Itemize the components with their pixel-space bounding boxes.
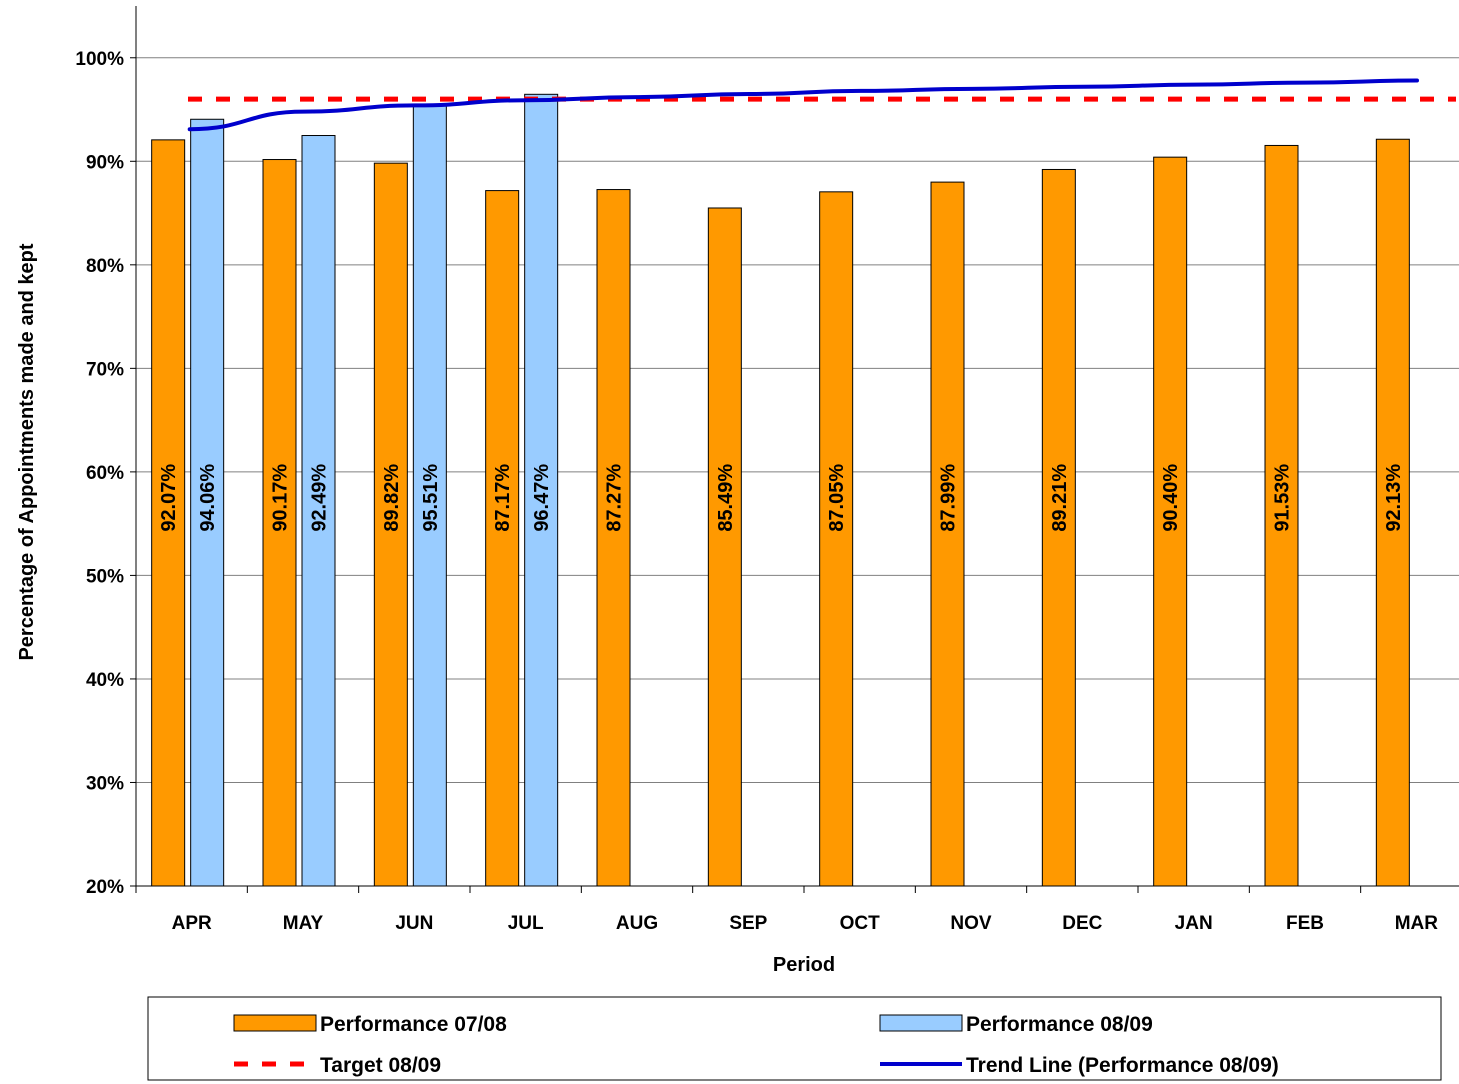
bar: [373, 162, 408, 887]
y-tick-label: 90%: [86, 152, 124, 173]
legend-label: Performance 07/08: [320, 1013, 507, 1036]
y-tick-label: 80%: [86, 256, 124, 277]
legend-swatch: [233, 1014, 317, 1032]
y-tick-label: 60%: [86, 463, 124, 484]
x-tick-label: JUN: [395, 913, 433, 934]
bar-data-label: 87.99%: [938, 464, 960, 532]
bar-data-label: 92.49%: [309, 464, 331, 532]
y-tick-label: 100%: [75, 49, 124, 70]
x-tick-label: JAN: [1175, 913, 1213, 934]
y-axis-title: Percentage of Appointments made and kept: [16, 243, 38, 660]
data-labels: 92.07% 94.06% 90.17% 92.49% 89.82% 95.51% 87.1…: [158, 464, 1405, 532]
bar-data-label: 90.17%: [270, 464, 292, 532]
bar-data-label: 96.47%: [531, 464, 553, 532]
bar-data-label: 92.13%: [1383, 464, 1405, 532]
lines: [187, 78, 1456, 132]
bar-data-label: 85.49%: [715, 464, 737, 532]
y-tick-label: 50%: [86, 566, 124, 587]
bar: [930, 181, 965, 887]
bar: [151, 139, 186, 887]
x-tick-label: JUL: [508, 913, 544, 934]
x-tick-label: NOV: [950, 913, 992, 934]
bar: [596, 189, 631, 887]
x-tick-label: AUG: [616, 913, 658, 934]
x-tick-label: OCT: [840, 913, 881, 934]
x-tick-label: MAY: [283, 913, 324, 934]
bar-data-label: 87.27%: [604, 464, 626, 532]
x-tick-label: SEP: [729, 913, 767, 934]
bar: [819, 191, 854, 887]
legend-label: Performance 08/09: [966, 1013, 1153, 1036]
trend-line: [187, 78, 1419, 132]
y-tick-label: 20%: [86, 877, 124, 898]
bar-data-label: 94.06%: [197, 464, 219, 532]
x-tick-label: APR: [172, 913, 212, 934]
x-axis-title: Period: [773, 954, 835, 976]
bar-data-label: 87.05%: [826, 464, 848, 532]
x-tick-label: DEC: [1062, 913, 1102, 934]
bar-data-label: 92.07%: [158, 464, 180, 532]
bar: [524, 93, 559, 887]
legend-swatch: [879, 1014, 963, 1032]
legend-label: Target 08/09: [320, 1054, 441, 1077]
legend: Performance 07/08 Performance 08/09 Target…: [147, 996, 1442, 1081]
x-tick-label: MAR: [1395, 913, 1439, 934]
bars: [151, 93, 1410, 887]
bar-data-label: 87.17%: [492, 464, 514, 532]
bar: [1375, 138, 1410, 887]
legend-label: Trend Line (Performance 08/09): [966, 1054, 1279, 1077]
bar-data-label: 95.51%: [420, 464, 442, 532]
bar-data-label: 90.40%: [1160, 464, 1182, 532]
axes: 20% 30% 40% 50% 60% 70% 80% 90% 100% APR MAY JUN JUL…: [75, 6, 1459, 934]
bar: [190, 118, 225, 887]
bar: [262, 159, 297, 887]
bar: [485, 190, 520, 887]
bar-data-label: 91.53%: [1272, 464, 1294, 532]
bar: [1041, 168, 1076, 887]
y-tick-label: 70%: [86, 359, 124, 380]
gridlines: [136, 57, 1459, 783]
bar-data-label: 89.82%: [381, 464, 403, 532]
legend-box: [147, 996, 1442, 1081]
bar: [1264, 144, 1299, 887]
bar: [707, 207, 742, 887]
y-tick-label: 30%: [86, 773, 124, 794]
x-tick-label: FEB: [1286, 913, 1324, 934]
bar-data-label: 89.21%: [1049, 464, 1071, 532]
bar: [301, 135, 336, 887]
y-tick-label: 40%: [86, 670, 124, 691]
